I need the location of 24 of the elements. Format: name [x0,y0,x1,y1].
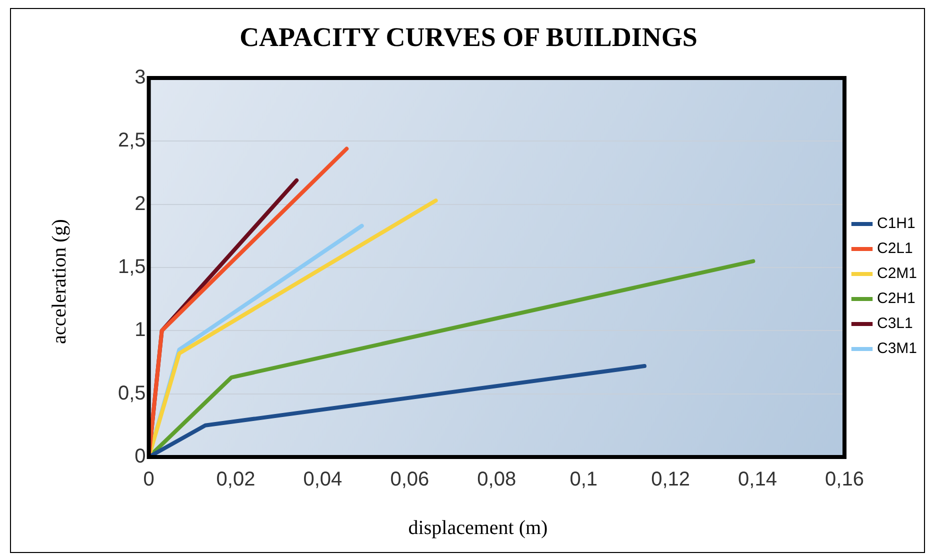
x-tick-label: 0,1 [570,468,598,491]
x-tick-label: 0,12 [651,468,690,491]
y-tick-label: 3 [134,66,146,89]
legend-label: C3L1 [876,315,913,332]
x-tick-label: 0,14 [738,468,777,491]
x-tick-label: 0,16 [825,468,864,491]
x-axis-title: displacement (m) [407,517,549,540]
x-tick-label: 0,04 [303,468,342,491]
legend-label: C1H1 [876,215,916,232]
y-tick-label: 1,5 [118,256,146,278]
y-tick-label: 2,5 [118,130,146,152]
x-tick-label: 0,02 [216,468,256,491]
y-tick-label: 0 [134,446,146,468]
y-axis-title: acceleration (g) [48,218,72,346]
y-tick-label: 0,5 [118,382,146,404]
x-tick-label: 0,08 [477,468,516,491]
legend-label: C2M1 [876,265,918,282]
legend-label: C3M1 [876,340,918,358]
x-tick-label: 0,06 [390,468,430,491]
legend-label: C2L1 [876,240,913,258]
legend-label: C2H1 [876,290,916,308]
chart-title: CAPACITY CURVES OF BUILDINGS [238,22,698,53]
y-tick-label: 2 [134,192,146,215]
y-tick-label: 1 [134,319,146,342]
